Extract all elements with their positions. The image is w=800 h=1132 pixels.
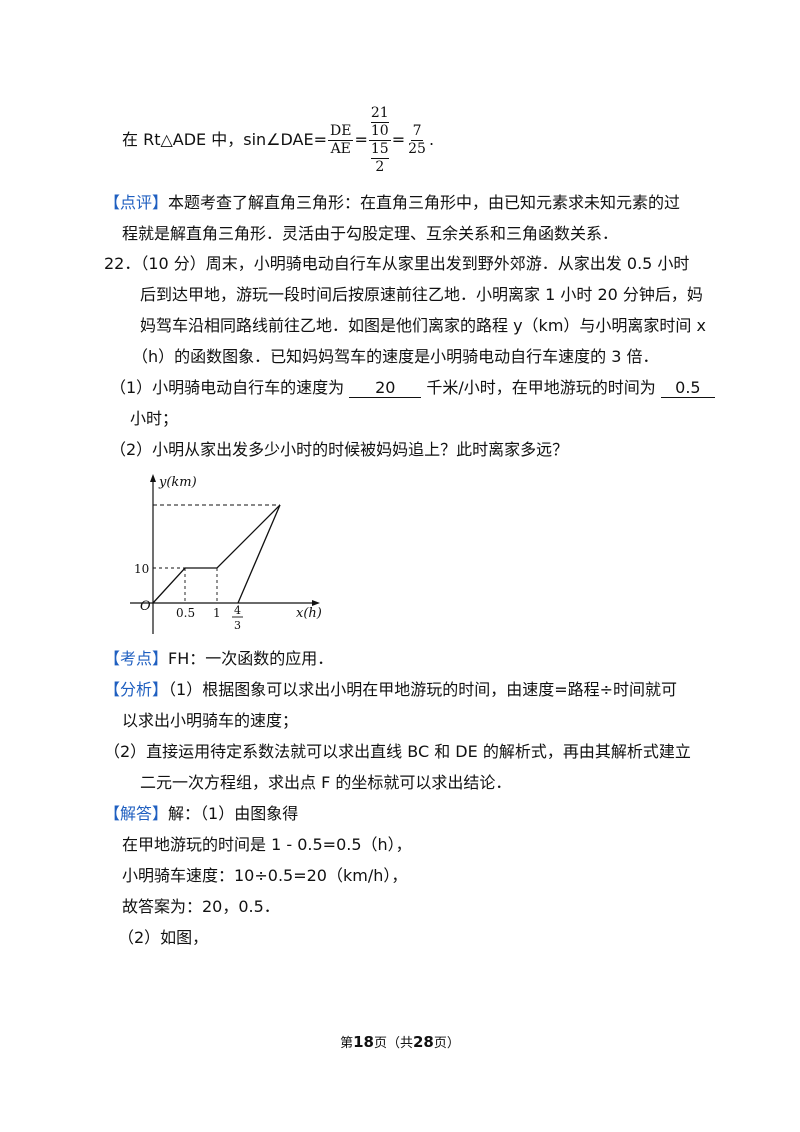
part-2-question: （2）小明从家出发多少小时的时候被妈妈追上？此时离家多远？ — [110, 440, 569, 459]
kaodian-tag: 【考点】 — [104, 649, 169, 668]
y-axis-arrow-icon — [150, 474, 156, 482]
page-total: 28 — [413, 1033, 434, 1051]
xiaoming-path-line — [152, 504, 281, 604]
question-22-line-4: （h）的函数图象．已知妈妈驾车的速度是小明骑电动自行车速度的 3 倍． — [132, 347, 659, 366]
comment-line-1: 【点评】本题考查了解直角三角形：在直角三角形中，由已知元素求未知元素的过 — [104, 193, 681, 212]
analysis-line-3: （2）直接运用待定系数法就可以求出直线 BC 和 DE 的解析式，再由其解析式建… — [104, 742, 691, 761]
page-number: 18 — [353, 1033, 374, 1051]
sine-equation-line: 在 Rt△ADE 中，sin∠DAE= DE AE = 21 10 15 2 =… — [122, 104, 435, 175]
solution-line: 【解答】解：（1）由图象得 — [104, 804, 299, 823]
solution-step-1: 在甲地游玩的时间是 1 - 0.5=0.5（h）， — [122, 835, 412, 854]
x-tick-4-3-den: 3 — [234, 619, 241, 632]
x-tick-05: 0.5 — [176, 606, 195, 620]
solution-step-2: 小明骑车速度：10÷0.5=20（km/h）， — [122, 866, 408, 885]
part-1-line: （1）小明骑电动自行车的速度为 20 千米/小时，在甲地游玩的时间为 0.5 — [110, 377, 715, 399]
analysis-line-2: 以求出小明骑车的速度； — [122, 711, 299, 730]
page-footer: 第18页（共28页） — [340, 1033, 460, 1051]
fraction-de-ae: DE AE — [328, 122, 354, 157]
nested-fraction: 21 10 15 2 — [368, 104, 391, 175]
answer-blank-time: 0.5 — [660, 379, 715, 398]
y-axis-label: y(km) — [158, 475, 197, 490]
x-tick-4-3-num: 4 — [234, 604, 241, 617]
x-axis-label: x(h) — [296, 606, 322, 621]
answer-blank-speed: 20 — [349, 379, 422, 398]
question-22-line-1: 22．（10 分）周末，小明骑电动自行车从家里出发到野外郊游．从家出发 0.5 … — [104, 254, 690, 273]
comment-line-2: 程就是解直角三角形．灵活由于勾股定理、互余关系和三角函数关系． — [122, 224, 619, 243]
analysis-tag: 【分析】 — [104, 680, 169, 699]
solution-step-3: 故答案为：20，0.5． — [122, 897, 280, 916]
x-axis-arrow-icon — [312, 600, 320, 606]
x-tick-1: 1 — [213, 606, 221, 620]
y-tick-10: 10 — [134, 562, 149, 576]
analysis-line-4: 二元一次方程组，求出点 F 的坐标就可以求出结论． — [140, 773, 512, 792]
equals-sign: = — [354, 130, 368, 149]
function-graph: y(km) x(h) O 10 0.5 1 4 3 — [130, 474, 322, 634]
kaodian-line: 【考点】FH：一次函数的应用． — [104, 649, 334, 668]
question-22-line-3: 妈驾车沿相同路线前往乙地．如图是他们离家的路程 y（km）与小明离家时间 x — [140, 316, 706, 335]
solution-tag: 【解答】 — [104, 804, 169, 823]
sine-prefix: 在 Rt△ADE 中，sin∠DAE= — [122, 130, 328, 149]
question-22-line-2: 后到达甲地，游玩一段时间后按原速前往乙地．小明离家 1 小时 20 分钟后，妈 — [140, 285, 703, 304]
analysis-line-1: 【分析】（1）根据图象可以求出小明在甲地游玩的时间，由速度=路程÷时间就可 — [104, 680, 678, 699]
result-fraction: 7 25 — [408, 122, 426, 157]
mom-path-line — [237, 504, 281, 604]
solution-step-4: （2）如图， — [118, 928, 209, 947]
equals-sign: = — [391, 130, 406, 149]
comment-tag: 【点评】 — [104, 193, 169, 212]
part-1-line-2: 小时； — [130, 409, 179, 428]
origin-label: O — [140, 599, 151, 614]
